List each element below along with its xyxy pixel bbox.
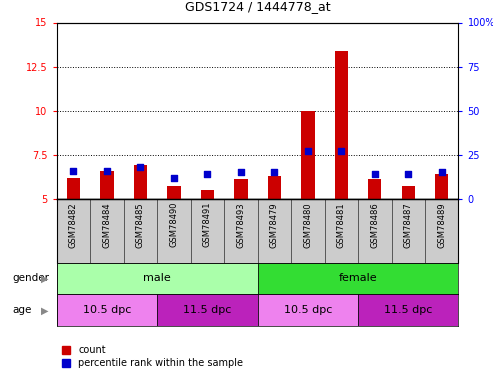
Bar bbox=[67, 178, 80, 199]
Bar bbox=[435, 174, 449, 199]
Bar bbox=[268, 176, 281, 199]
Bar bbox=[358, 294, 458, 326]
Bar bbox=[134, 165, 147, 199]
Text: GSM78485: GSM78485 bbox=[136, 202, 145, 248]
Point bbox=[103, 168, 111, 174]
Text: ▶: ▶ bbox=[40, 305, 48, 315]
Bar bbox=[258, 294, 358, 326]
Point bbox=[404, 171, 412, 177]
Point bbox=[170, 175, 178, 181]
Point bbox=[137, 164, 144, 170]
Bar bbox=[157, 294, 258, 326]
Text: 11.5 dpc: 11.5 dpc bbox=[183, 305, 232, 315]
Text: age: age bbox=[12, 305, 32, 315]
Point bbox=[371, 171, 379, 177]
Text: 10.5 dpc: 10.5 dpc bbox=[283, 305, 332, 315]
Bar bbox=[57, 262, 258, 294]
Point bbox=[204, 171, 211, 177]
Text: female: female bbox=[339, 273, 377, 284]
Point bbox=[70, 168, 77, 174]
Point bbox=[304, 148, 312, 154]
Bar bbox=[57, 294, 157, 326]
Text: GSM78493: GSM78493 bbox=[236, 202, 246, 248]
Bar bbox=[301, 111, 315, 199]
Point bbox=[438, 170, 446, 176]
Text: GSM78487: GSM78487 bbox=[404, 202, 413, 248]
Bar bbox=[335, 51, 348, 199]
Text: 11.5 dpc: 11.5 dpc bbox=[384, 305, 432, 315]
Text: 10.5 dpc: 10.5 dpc bbox=[83, 305, 131, 315]
Bar bbox=[368, 179, 382, 199]
Text: gender: gender bbox=[12, 273, 49, 284]
Point bbox=[270, 170, 278, 176]
Bar bbox=[167, 186, 180, 199]
Bar bbox=[234, 179, 247, 199]
Text: GSM78491: GSM78491 bbox=[203, 202, 212, 248]
Text: GSM78490: GSM78490 bbox=[170, 202, 178, 248]
Text: GSM78479: GSM78479 bbox=[270, 202, 279, 248]
Bar bbox=[258, 262, 458, 294]
Text: GDS1724 / 1444778_at: GDS1724 / 1444778_at bbox=[185, 0, 330, 13]
Text: GSM78482: GSM78482 bbox=[69, 202, 78, 248]
Text: GSM78480: GSM78480 bbox=[303, 202, 313, 248]
Point bbox=[337, 148, 345, 154]
Text: GSM78484: GSM78484 bbox=[103, 202, 111, 248]
Bar bbox=[402, 186, 415, 199]
Text: male: male bbox=[143, 273, 171, 284]
Point bbox=[237, 170, 245, 176]
Text: GSM78489: GSM78489 bbox=[437, 202, 446, 248]
Text: GSM78486: GSM78486 bbox=[370, 202, 379, 248]
Text: GSM78481: GSM78481 bbox=[337, 202, 346, 248]
Legend: count, percentile rank within the sample: count, percentile rank within the sample bbox=[62, 345, 243, 368]
Text: ▶: ▶ bbox=[40, 273, 48, 284]
Bar bbox=[100, 171, 113, 199]
Bar bbox=[201, 190, 214, 199]
